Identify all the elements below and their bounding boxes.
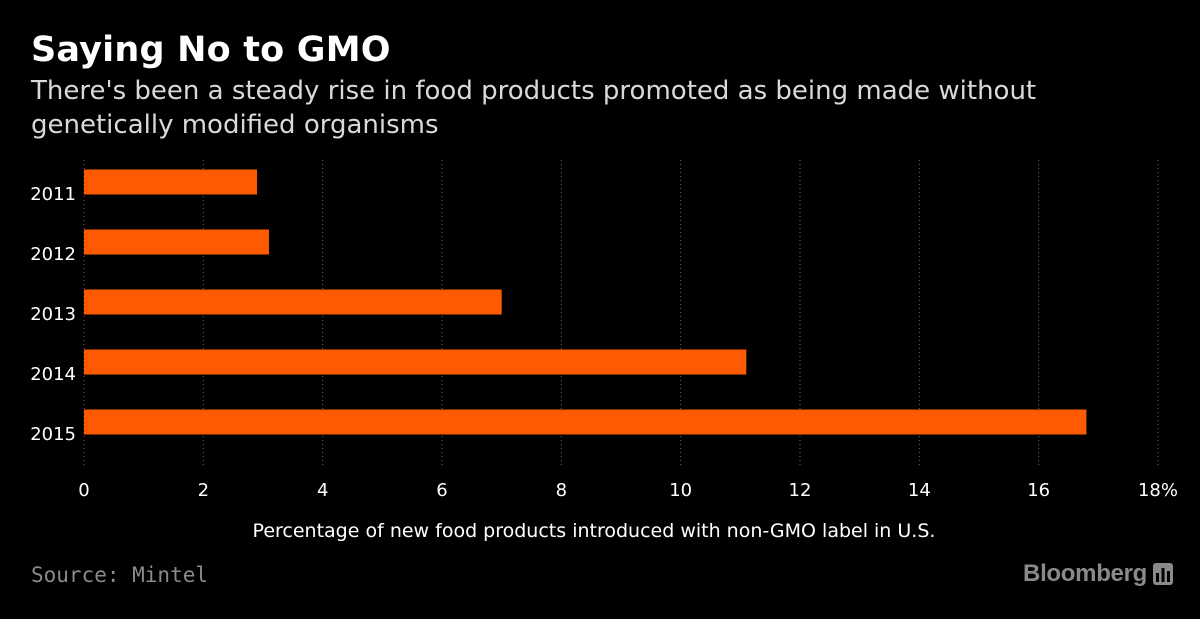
bars — [84, 169, 1087, 435]
bar-2011 — [84, 169, 258, 195]
bar-2013 — [84, 289, 502, 315]
bar-2012 — [84, 229, 269, 255]
y-tick-label: 2012 — [30, 244, 76, 265]
bar-2014 — [84, 349, 747, 375]
x-tick-label: 16 — [1027, 480, 1050, 501]
x-tick-label: 4 — [317, 480, 328, 501]
x-tick-label: 10 — [669, 480, 692, 501]
y-tick-label: 2015 — [30, 424, 76, 445]
chart-subtitle: There's been a steady rise in food produ… — [31, 76, 1037, 140]
x-axis-label: Percentage of new food products introduc… — [253, 520, 936, 542]
y-tick-label: 2014 — [30, 364, 76, 385]
y-tick-label: 2011 — [30, 184, 76, 205]
axes: 0 2 4 6 8 10 12 14 16 18% 2011 2012 2013 2014 2015 — [30, 184, 1178, 501]
source-note: Source: Mintel — [31, 563, 209, 587]
x-tick-label: 6 — [436, 480, 447, 501]
brand-logo: Bloomberg — [1023, 560, 1173, 588]
y-tick-label: 2013 — [30, 304, 76, 325]
x-tick-label: 2 — [198, 480, 209, 501]
x-tick-label: 18% — [1138, 480, 1178, 501]
x-tick-label: 14 — [908, 480, 931, 501]
chart-title: Saying No to GMO — [31, 30, 391, 70]
x-tick-label: 12 — [789, 480, 812, 501]
bar-2015 — [84, 409, 1087, 435]
x-tick-label: 8 — [556, 480, 567, 501]
x-tick-label: 0 — [78, 480, 89, 501]
brand-name: Bloomberg — [1023, 560, 1147, 587]
bloomberg-chart-icon — [1153, 563, 1173, 585]
